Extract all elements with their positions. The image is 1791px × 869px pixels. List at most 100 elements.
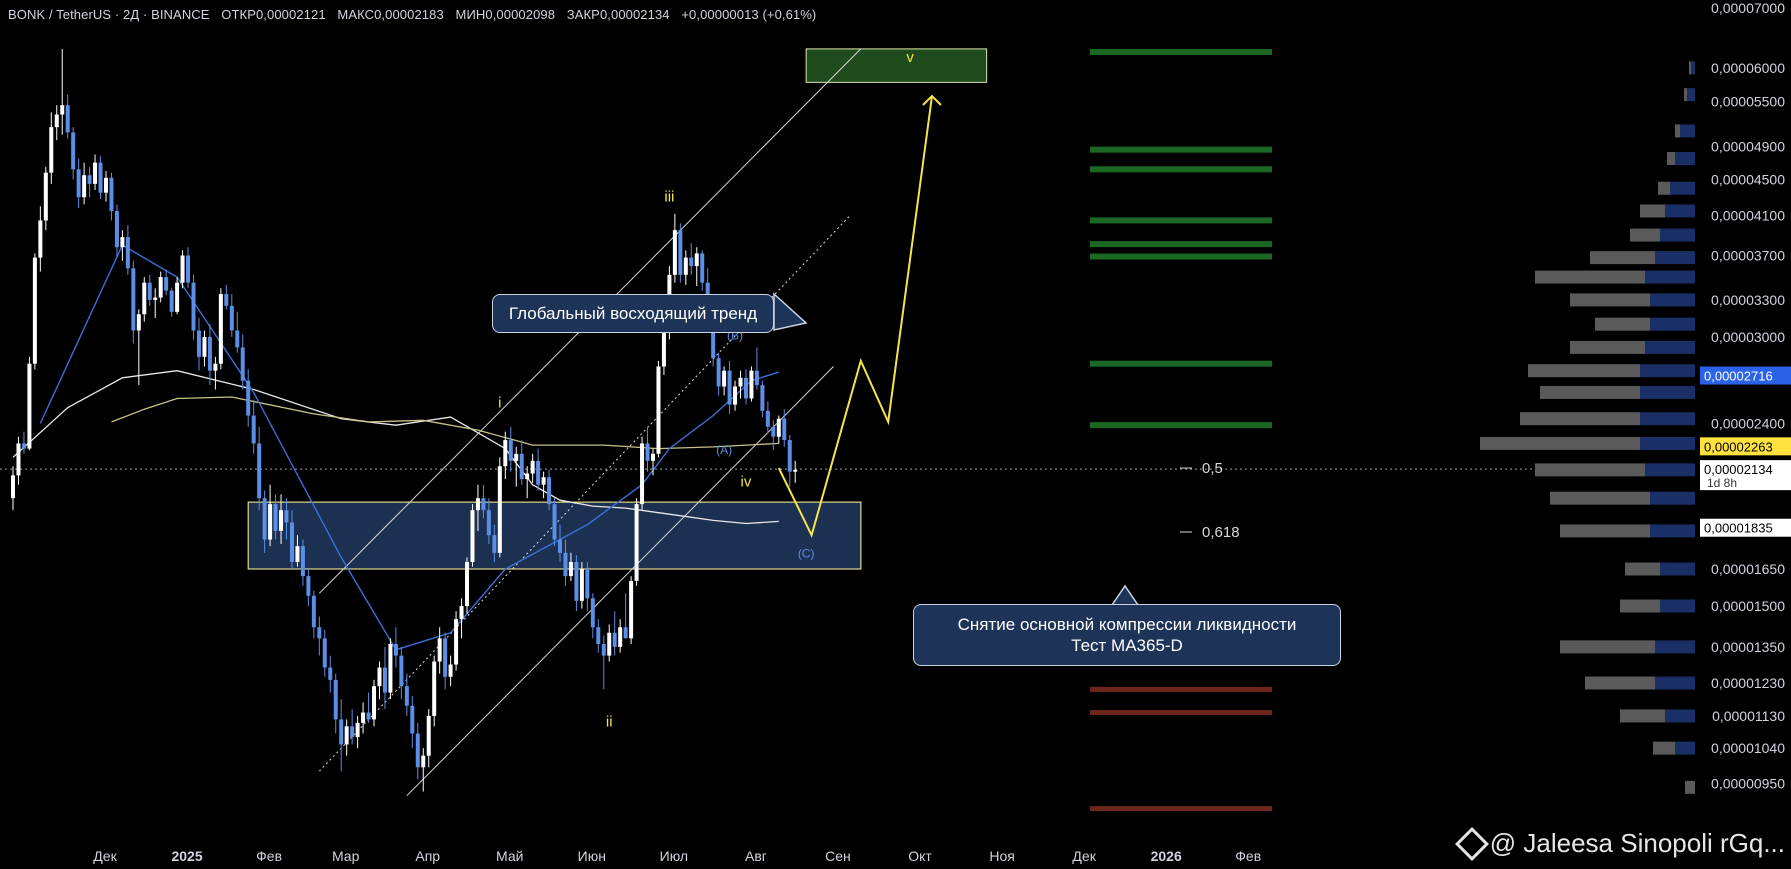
y-tick-label: 0,00005500 <box>1711 94 1785 110</box>
red-level-2 <box>1090 710 1272 716</box>
candle-body <box>590 598 595 628</box>
candle-body <box>454 619 459 665</box>
x-tick-label: Июн <box>578 848 606 864</box>
y-tick-label: 0,00007000 <box>1711 0 1785 16</box>
candle-body <box>355 722 360 738</box>
wave-label: (C) <box>798 546 815 560</box>
candle-body <box>38 220 43 258</box>
candle-body <box>672 230 677 275</box>
price-marker-3 <box>1700 518 1791 537</box>
y-tick-label: 0,00004100 <box>1711 208 1785 224</box>
volume-profile-bar <box>1585 676 1655 690</box>
price-marker-1 <box>1700 437 1791 456</box>
candle-body <box>503 440 508 467</box>
candle-body <box>525 473 530 480</box>
candle-body <box>492 535 497 553</box>
y-tick-label: 0,00001650 <box>1711 561 1785 577</box>
volume-profile-bar-value <box>1640 385 1695 399</box>
wave-label: ii <box>606 713 613 730</box>
volume-profile-bar <box>1550 491 1650 505</box>
candle-body <box>574 561 579 601</box>
chart-header: BONK / TetherUS · 2Д · BINANCE ОТКР0,000… <box>8 7 824 22</box>
ma-white-line <box>12 370 779 525</box>
volume-profile-bar-value <box>1665 204 1695 218</box>
projection-path <box>777 95 933 538</box>
candle-body <box>361 712 366 723</box>
candle-body <box>76 169 81 198</box>
volume-profile-bar-value <box>1655 640 1695 654</box>
wave-label: v <box>906 49 914 66</box>
y-tick-label: 0,00004500 <box>1711 172 1785 188</box>
candle-body <box>142 282 147 315</box>
y-tick-label: 0,00001350 <box>1711 639 1785 655</box>
x-tick-label: Фев <box>1235 848 1261 864</box>
candle-body <box>186 255 191 283</box>
candle-body <box>93 162 98 184</box>
candle-body <box>475 498 480 511</box>
red-level-1 <box>1090 686 1272 692</box>
candle-body <box>289 522 294 562</box>
volume-profile-bar-value <box>1640 364 1695 378</box>
candle-body <box>103 177 108 193</box>
candle-body <box>98 162 103 193</box>
candle-body <box>519 453 524 480</box>
volume-profile-bar-value <box>1655 676 1695 690</box>
candle-body <box>656 366 661 454</box>
projection-arrowhead <box>922 94 942 106</box>
fib-label-1: 0,618 <box>1202 524 1240 541</box>
target-zone <box>805 48 988 83</box>
price-marker-label: 0,00002134 <box>1704 462 1773 477</box>
candle-body <box>372 686 377 720</box>
change-value: +0,00000013 (+0,61%) <box>681 7 817 22</box>
candle-body <box>339 719 344 745</box>
volume-profile-bar-value <box>1640 412 1695 426</box>
x-tick-label: 2026 <box>1151 848 1182 864</box>
volume-profile-bar-value <box>1675 152 1695 166</box>
liquidity-callout-pointer <box>1110 584 1140 606</box>
watermark: @ Jaleesa Sinopoli rGq... <box>1454 826 1785 861</box>
candle-body <box>558 539 562 553</box>
candle-body <box>196 330 201 357</box>
volume-profile-bar-value <box>1660 228 1695 242</box>
x-tick-label: Авг <box>745 848 767 864</box>
candle-body <box>125 237 130 269</box>
liquidity-callout-line1: Снятие основной компрессии ликвидности <box>957 615 1297 634</box>
candle-body <box>284 510 289 523</box>
candle-body <box>164 277 169 291</box>
candle-body <box>536 460 541 485</box>
volume-profile-bar-value <box>1650 524 1695 538</box>
price-marker-2 <box>1700 460 1791 491</box>
candle-body <box>257 443 262 499</box>
symbol-label[interactable]: BONK / TetherUS · 2Д · BINANCE <box>8 7 210 22</box>
high-value: МАКС0,00002183 <box>337 7 444 22</box>
price-marker-label: 0,00002263 <box>1704 439 1773 454</box>
candle-body <box>295 546 300 562</box>
candle-body <box>793 469 798 472</box>
candle-body <box>645 443 650 461</box>
x-tick-label: Фев <box>256 848 282 864</box>
x-tick-label: Сен <box>825 848 851 864</box>
trend-callout[interactable]: Глобальный восходящий тренд <box>492 294 774 333</box>
candle-body <box>191 282 196 331</box>
candle-body <box>279 510 284 531</box>
volume-profile-bar <box>1520 412 1640 426</box>
candle-body <box>585 568 590 599</box>
liquidity-callout[interactable]: Снятие основной компрессии ликвидности Т… <box>913 604 1341 666</box>
wave-label: (A) <box>716 443 732 457</box>
candle-body <box>404 686 409 706</box>
volume-profile-bar-value <box>1660 599 1695 613</box>
candle-body <box>514 453 519 461</box>
green-level-2 <box>1090 166 1272 173</box>
x-tick-label: 2025 <box>171 848 202 864</box>
price-marker-countdown: 1d 8h <box>1707 476 1737 490</box>
candle-body <box>268 504 273 540</box>
green-level-1 <box>1090 146 1272 153</box>
candle-body <box>547 477 552 505</box>
candle-body <box>481 498 486 511</box>
candle-body <box>262 498 267 540</box>
x-tick-label: Дек <box>93 848 117 864</box>
volume-profile-bar <box>1653 741 1675 755</box>
price-marker-label: 0,00002716 <box>1704 369 1773 384</box>
x-tick-label: Мар <box>332 848 360 864</box>
